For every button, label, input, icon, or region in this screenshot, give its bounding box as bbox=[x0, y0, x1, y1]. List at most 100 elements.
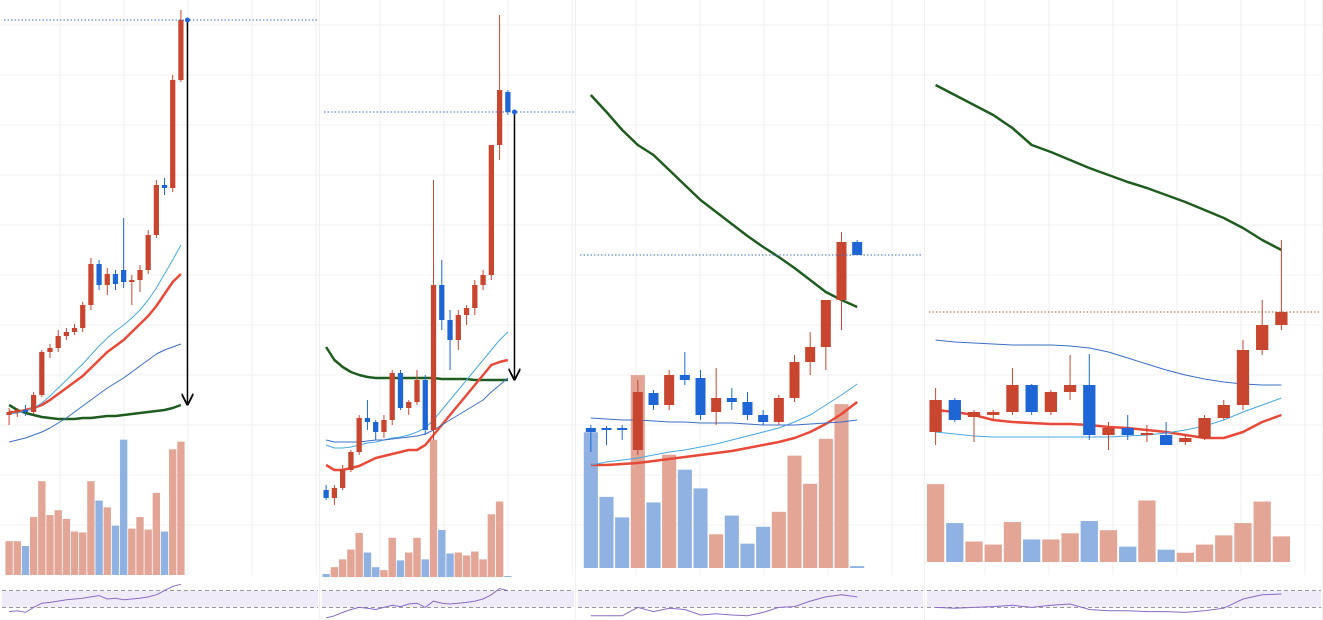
moving-average-line bbox=[9, 273, 182, 414]
volume-bar bbox=[38, 481, 46, 575]
moving-average-line bbox=[935, 83, 1282, 252]
candle-body bbox=[364, 418, 371, 422]
candle-body bbox=[422, 380, 428, 430]
volume-bar bbox=[709, 534, 724, 568]
candle-body bbox=[1121, 428, 1134, 435]
volume-bar bbox=[421, 559, 429, 577]
candle-body bbox=[47, 348, 53, 352]
volume-bar bbox=[160, 531, 169, 575]
volume-bar bbox=[396, 560, 405, 577]
volume-bar bbox=[1042, 539, 1060, 562]
volume-bar bbox=[1253, 501, 1271, 562]
volume-bar bbox=[446, 553, 454, 577]
annotation-dot bbox=[184, 17, 190, 23]
candle-body bbox=[967, 412, 981, 417]
candle-body bbox=[430, 285, 437, 430]
volume-bar bbox=[413, 537, 421, 577]
volume-bar bbox=[965, 541, 983, 562]
candle-body bbox=[153, 185, 159, 235]
moving-average-line bbox=[8, 403, 182, 421]
candle-body bbox=[22, 410, 29, 412]
annotation-dot bbox=[511, 109, 517, 115]
volume-bar bbox=[177, 441, 185, 575]
volume-bar bbox=[1272, 536, 1291, 562]
volume-bar bbox=[599, 496, 614, 568]
candle-body bbox=[1198, 418, 1211, 438]
candle-body bbox=[55, 336, 61, 348]
volume-bar bbox=[1157, 549, 1175, 562]
candle-body bbox=[455, 315, 461, 340]
candle-body bbox=[178, 20, 184, 80]
candle-body bbox=[472, 285, 478, 308]
volume-bar bbox=[454, 552, 463, 577]
candle-body bbox=[1102, 428, 1115, 435]
volume-bar bbox=[103, 507, 111, 575]
volume-bar bbox=[662, 454, 677, 568]
volume-bar bbox=[338, 559, 347, 577]
volume-bar bbox=[646, 502, 661, 568]
moving-average-line bbox=[590, 383, 858, 466]
candle-body bbox=[447, 320, 453, 340]
volume-bar bbox=[1234, 523, 1252, 562]
candle-body bbox=[664, 375, 675, 405]
volume-bar bbox=[615, 517, 630, 568]
volume-bar bbox=[495, 501, 504, 577]
volume-bar bbox=[1195, 544, 1214, 562]
volume-bar bbox=[355, 532, 363, 577]
moving-average-line bbox=[325, 358, 509, 472]
volume-bar bbox=[128, 528, 136, 575]
volume-bar bbox=[95, 500, 103, 575]
candle-body bbox=[414, 380, 420, 402]
volume-bar bbox=[46, 515, 54, 575]
candle-body bbox=[601, 428, 612, 430]
volume-bar bbox=[405, 552, 413, 577]
volume-bar bbox=[13, 541, 21, 575]
candle-body bbox=[505, 92, 511, 112]
moving-average-line bbox=[9, 244, 182, 415]
candle-body bbox=[1140, 433, 1154, 435]
candle-body bbox=[1025, 385, 1038, 412]
candle-body bbox=[1063, 385, 1077, 392]
candle-body bbox=[112, 274, 119, 284]
volume-bar bbox=[136, 517, 144, 575]
volume-bar bbox=[818, 438, 833, 568]
volume-bar bbox=[583, 432, 598, 568]
volume-bar bbox=[1099, 530, 1118, 562]
volume-bar bbox=[152, 492, 161, 575]
volume-bar bbox=[787, 455, 802, 568]
rsi-band bbox=[927, 590, 1321, 608]
candle-body bbox=[331, 488, 338, 498]
volume-bar bbox=[380, 570, 388, 577]
candle-body bbox=[758, 415, 769, 422]
volume-bar bbox=[771, 511, 786, 568]
volume-bar bbox=[5, 541, 13, 575]
candle-body bbox=[1275, 312, 1288, 325]
candle-body bbox=[389, 373, 395, 420]
volume-bar bbox=[429, 439, 438, 577]
volume-bar bbox=[1119, 546, 1137, 562]
candle-body bbox=[340, 470, 346, 488]
candle-body bbox=[31, 395, 37, 412]
candle-body bbox=[1217, 405, 1230, 418]
candle-body bbox=[406, 402, 412, 408]
candle-body bbox=[373, 422, 379, 432]
candle-body bbox=[323, 490, 329, 498]
volume-bar bbox=[834, 404, 849, 568]
volume-bar bbox=[62, 518, 71, 575]
volume-bar bbox=[330, 567, 339, 577]
candle-body bbox=[1256, 325, 1269, 350]
candle-body bbox=[88, 264, 94, 305]
candle-body bbox=[805, 347, 816, 362]
candle-body bbox=[463, 308, 470, 315]
volume-bar bbox=[371, 567, 380, 577]
volume-bar bbox=[21, 546, 30, 575]
volume-bar bbox=[740, 543, 755, 568]
candle-body bbox=[852, 242, 863, 255]
candle-body bbox=[356, 418, 362, 452]
candle-body bbox=[63, 332, 69, 336]
volume-bar bbox=[1061, 533, 1079, 562]
candle-body bbox=[6, 412, 12, 415]
rsi-band bbox=[322, 590, 574, 608]
